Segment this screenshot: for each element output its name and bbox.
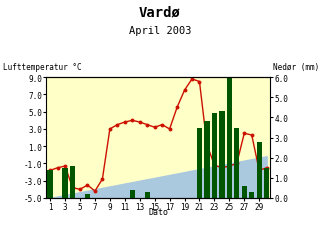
Bar — [227, 62, 232, 198]
Bar — [62, 168, 68, 198]
Bar — [70, 166, 75, 198]
Bar — [257, 142, 262, 198]
Bar — [264, 168, 269, 198]
Bar — [249, 192, 254, 198]
Bar — [242, 186, 247, 198]
Bar — [85, 194, 90, 198]
Bar — [47, 170, 53, 198]
Text: April 2003: April 2003 — [129, 26, 191, 36]
Bar — [145, 192, 150, 198]
Text: Vardø: Vardø — [139, 6, 181, 20]
Bar — [234, 128, 239, 198]
Text: Lufttemperatur °C: Lufttemperatur °C — [3, 63, 82, 72]
Bar — [197, 128, 202, 198]
Bar — [204, 122, 210, 198]
Bar — [212, 114, 217, 198]
Bar — [130, 190, 135, 198]
Text: Nedør (mm): Nedør (mm) — [273, 63, 320, 72]
Text: Dato: Dato — [148, 207, 168, 216]
Bar — [219, 112, 225, 198]
